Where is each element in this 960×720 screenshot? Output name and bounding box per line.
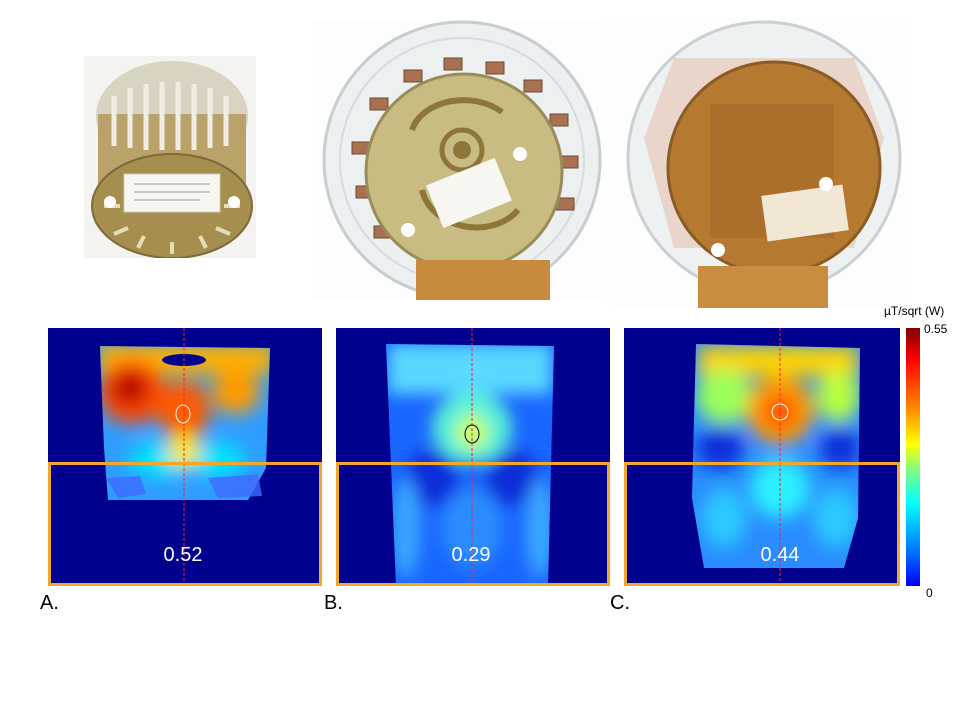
mean-value-b: 0.29 [451,544,491,566]
field-map-c-graphic [624,328,900,586]
coil-photo-a-graphic [84,56,256,258]
coil-photo-b [312,20,606,300]
field-map-c [624,328,900,586]
panel-label-a: A. [40,592,59,614]
coil-photo-c [614,18,910,308]
field-map-a-graphic [48,328,322,586]
mean-value-c: 0.44 [760,544,800,566]
coil-photo-b-graphic [312,20,606,300]
colorbar-min-label: 0 [926,586,933,600]
field-map-b [336,328,610,586]
coil-photo-a [84,56,256,258]
roi-box-a [48,462,322,586]
colorbar-unit-label: µT/sqrt (W) [884,304,945,318]
roi-box-b [336,462,610,586]
colorbar-max-label: 0.55 [924,322,948,336]
mean-value-a: 0.52 [163,544,203,566]
field-map-b-graphic [336,328,610,586]
colorbar [906,328,920,586]
panel-label-b: B. [324,592,343,614]
roi-box-c [624,462,900,586]
field-map-a [48,328,322,586]
coil-photo-c-graphic [614,18,910,308]
panel-label-c: C. [610,592,630,614]
